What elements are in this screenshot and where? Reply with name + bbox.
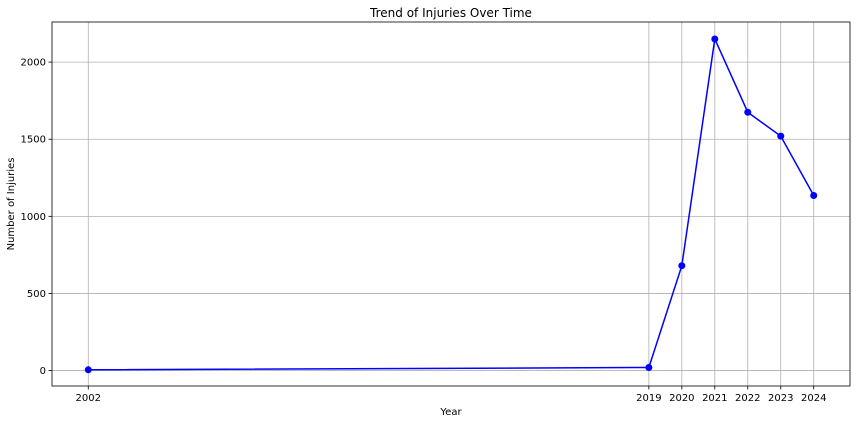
plot-area-frame [51,21,851,387]
data-point [744,108,752,116]
chart-title: Trend of Injuries Over Time [369,6,532,20]
x-tick-label: 2021 [702,393,727,404]
x-tick-label: 2023 [768,393,793,404]
x-axis-label: Year [439,407,462,418]
series-line [88,36,815,371]
y-tick-label: 1000 [21,212,46,223]
data-point [711,35,719,43]
series-group [84,35,818,374]
data-point [777,132,785,140]
x-tick-label: 2002 [76,393,101,404]
x-tick-label: 2024 [801,393,826,404]
x-tick-label: 2022 [735,393,760,404]
y-tick-label: 0 [40,366,46,377]
y-tick-label: 2000 [21,58,46,69]
y-tick-label: 1500 [21,135,46,146]
y-axis-label: Number of Injuries [6,158,17,251]
x-tick-label: 2019 [636,393,661,404]
data-point [645,363,653,371]
y-tick-label: 500 [27,289,46,300]
x-tick-label: 2020 [669,393,694,404]
data-point [84,366,92,374]
data-point [810,192,818,200]
data-point [678,262,686,270]
axis-ticks: 2002 2019 2020 2021 2022 2023 2024 0 500 1000 1500… [21,58,827,404]
grid [52,22,850,386]
